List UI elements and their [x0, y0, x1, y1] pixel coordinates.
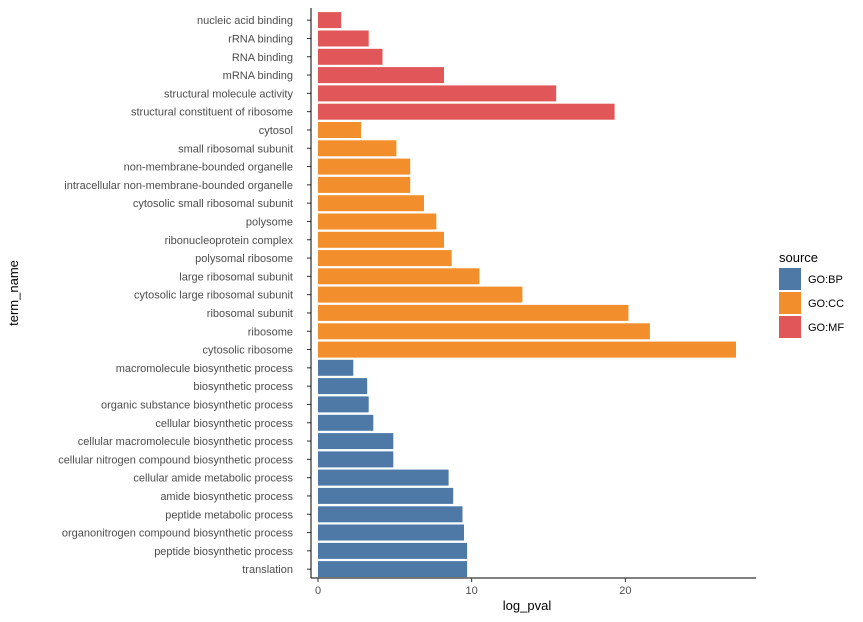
plot-area: [318, 12, 736, 578]
y-tick-label: cellular macromolecule biosynthetic proc…: [78, 436, 294, 448]
y-axis-title: term_name: [6, 260, 21, 326]
bar-biosynthetic-process: [318, 378, 368, 395]
bar-amide-biosynthetic-process: [318, 487, 454, 504]
bar-cytosolic-small-ribosomal-subunit: [318, 195, 424, 212]
x-axis-title: log_pval: [503, 598, 552, 613]
y-tick-label: cellular biosynthetic process: [155, 418, 293, 430]
y-tick-label: organonitrogen compound biosynthetic pro…: [62, 528, 294, 540]
legend-key-go-bp: [779, 268, 801, 290]
y-tick-label: structural molecule activity: [164, 88, 293, 100]
y-tick-label: cellular amide metabolic process: [133, 473, 293, 485]
y-tick-label: small ribosomal subunit: [178, 143, 293, 155]
bar-mrna-binding: [318, 67, 444, 84]
axes: nucleic acid binding rRNA binding RNA bind…: [58, 8, 756, 597]
y-tick-label: intracellular non-membrane-bounded organ…: [64, 180, 293, 192]
y-tick-label: ribosome: [248, 326, 293, 338]
bar-structural-constituent-of-ribosome: [318, 103, 615, 120]
bar-ribosomal-subunit: [318, 304, 629, 321]
y-tick-label: amide biosynthetic process: [160, 491, 293, 503]
legend-key-go-cc: [779, 292, 801, 314]
bar-structural-molecule-activity: [318, 85, 557, 102]
y-tick-label: cellular nitrogen compound biosynthetic …: [58, 454, 293, 466]
bar-cellular-amide-metabolic-process: [318, 469, 449, 486]
y-tick-label: cytosolic small ribosomal subunit: [133, 198, 293, 210]
bar-intracellular-non-membrane-bounded-organelle: [318, 176, 411, 193]
bar-translation: [318, 561, 468, 578]
bar-polysome: [318, 213, 437, 230]
bar-large-ribosomal-subunit: [318, 268, 480, 285]
y-tick-label: ribonucleoprotein complex: [165, 235, 294, 247]
bar-polysomal-ribosome: [318, 250, 452, 267]
y-tick-label: macromolecule biosynthetic process: [116, 363, 294, 375]
y-tick-label: large ribosomal subunit: [179, 271, 293, 283]
bar-rrna-binding: [318, 30, 369, 47]
y-tick-label: polysome: [246, 217, 293, 229]
bar-macromolecule-biosynthetic-process: [318, 359, 354, 376]
y-tick-label: peptide metabolic process: [165, 509, 293, 521]
bar-organonitrogen-compound-biosynthetic-process: [318, 524, 464, 541]
bar-non-membrane-bounded-organelle: [318, 158, 411, 175]
y-tick-label: cytosolic ribosome: [203, 345, 293, 357]
legend-title: source: [779, 250, 818, 265]
y-tick-label: cytosol: [259, 125, 293, 137]
bar-ribosome: [318, 323, 650, 340]
legend: source GO:BP GO:CC GO:MF: [779, 250, 844, 338]
x-tick-label: 0: [315, 585, 321, 597]
bar-rna-binding: [318, 48, 383, 65]
bar-cellular-nitrogen-compound-biosynthetic-process: [318, 451, 394, 468]
y-tick-label: RNA binding: [232, 52, 293, 64]
legend-label: GO:BP: [808, 274, 843, 286]
bar-small-ribosomal-subunit: [318, 140, 397, 157]
bar-ribonucleoprotein-complex: [318, 231, 444, 248]
bar-cellular-biosynthetic-process: [318, 414, 374, 431]
y-tick-label: rRNA binding: [228, 34, 293, 46]
y-tick-label: nucleic acid binding: [197, 15, 293, 27]
y-tick-label: structural constituent of ribosome: [131, 107, 293, 119]
bar-organic-substance-biosynthetic-process: [318, 396, 369, 413]
y-tick-label: peptide biosynthetic process: [154, 546, 293, 558]
bar-nucleic-acid-binding: [318, 12, 342, 29]
bar-peptide-biosynthetic-process: [318, 542, 468, 559]
legend-label: GO:MF: [808, 322, 844, 334]
legend-label: GO:CC: [808, 298, 844, 310]
y-tick-label: non-membrane-bounded organelle: [124, 162, 293, 174]
x-tick-label: 20: [619, 585, 631, 597]
bar-cytosolic-large-ribosomal-subunit: [318, 286, 523, 303]
y-tick-label: translation: [242, 564, 293, 576]
bar-cytosolic-ribosome: [318, 341, 736, 358]
bar-cytosol: [318, 122, 361, 138]
y-tick-label: mRNA binding: [223, 70, 293, 82]
x-tick-label: 10: [466, 585, 478, 597]
legend-key-go-mf: [779, 316, 801, 338]
bar-peptide-metabolic-process: [318, 506, 463, 523]
y-tick-label: ribosomal subunit: [207, 308, 293, 320]
y-tick-label: cytosolic large ribosomal subunit: [134, 290, 293, 302]
y-tick-label: polysomal ribosome: [195, 253, 293, 265]
bar-cellular-macromolecule-biosynthetic-process: [318, 433, 394, 450]
y-tick-label: biosynthetic process: [193, 381, 293, 393]
y-tick-label: organic substance biosynthetic process: [101, 399, 293, 411]
